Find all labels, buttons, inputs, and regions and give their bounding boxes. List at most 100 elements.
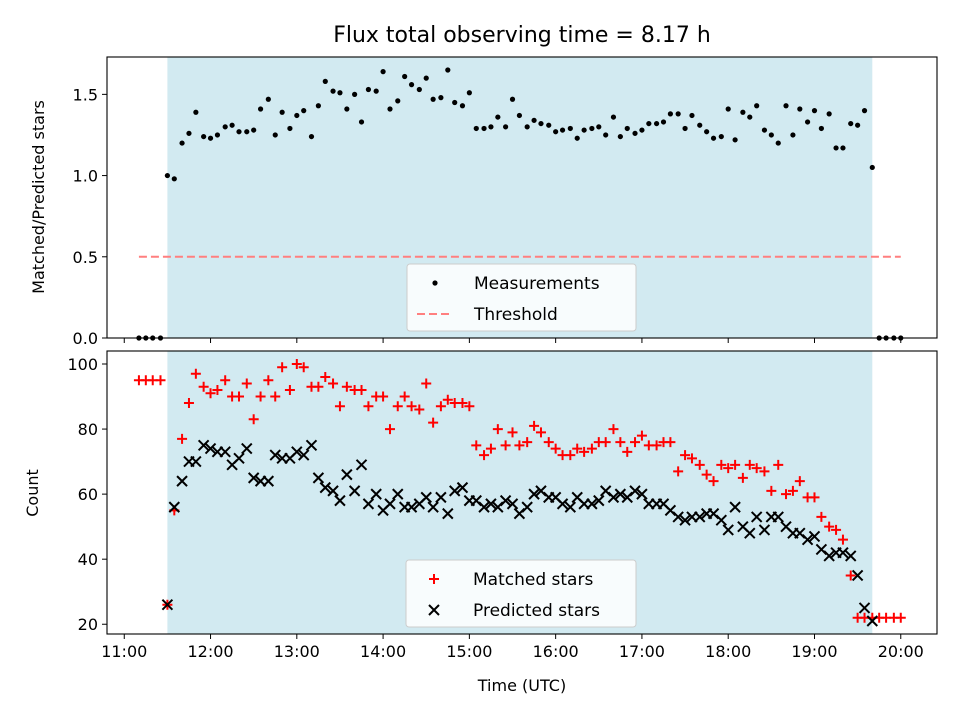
measurement-point <box>603 132 609 138</box>
measurement-point <box>373 88 379 94</box>
y-tick-label: 1.5 <box>73 85 98 104</box>
measurement-point <box>466 90 472 96</box>
matched-stars-point <box>183 398 194 409</box>
predicted-stars-point <box>442 507 454 520</box>
predicted-stars-point <box>362 498 375 510</box>
legend-swatch <box>428 604 440 616</box>
legend-label: Matched stars <box>473 570 593 590</box>
predicted-stars-point <box>341 468 353 481</box>
matched-stars-point <box>787 485 798 496</box>
matched-stars-point <box>414 404 425 415</box>
measurement-point <box>581 127 587 133</box>
matched-stars-point <box>622 446 633 457</box>
measurement-point <box>689 112 695 119</box>
predicted-stars-point <box>556 498 569 510</box>
matched-stars-point <box>816 511 827 522</box>
predicted-stars-point <box>291 446 303 458</box>
y-tick-label: 1.0 <box>73 167 98 186</box>
measurement-point <box>445 67 451 73</box>
matched-stars-point <box>723 463 734 474</box>
predicted-stars-point <box>197 439 210 452</box>
measurement-point <box>272 132 278 138</box>
measurement-point <box>279 109 285 115</box>
x-tick-label: 20:00 <box>878 642 924 661</box>
matched-stars-point <box>744 459 755 470</box>
chart-title: Flux total observing time = 8.17 h <box>333 23 711 48</box>
y-tick-label: 40 <box>78 550 98 569</box>
top-axes-frame <box>106 56 938 339</box>
matched-stars-point <box>277 362 288 373</box>
predicted-stars-point <box>694 511 706 523</box>
measurement-point <box>567 125 573 132</box>
matched-stars-point <box>479 450 490 461</box>
bottom-y-axis-label: Count <box>23 469 42 517</box>
matched-stars-point <box>471 440 482 451</box>
bottom-axes: 20 40 60 80 100 11:00 12:00 13:00 14:00 15:00 16:0… <box>23 350 938 695</box>
predicted-stars-point <box>823 550 835 562</box>
predicted-stars-point <box>420 491 432 504</box>
measurement-point <box>732 137 738 143</box>
predicted-stars-point <box>247 472 260 484</box>
matched-stars-point <box>500 440 511 451</box>
measurement-point <box>682 125 688 132</box>
predicted-stars-point <box>808 530 821 543</box>
predicted-stars-point <box>334 494 346 507</box>
predicted-stars-point <box>679 514 691 526</box>
predicted-stars-point <box>327 485 339 497</box>
measurement-point <box>740 109 746 115</box>
bottom-axes-frame <box>106 350 938 635</box>
measurement-point <box>818 125 824 132</box>
measurement-point <box>697 122 703 128</box>
top-legend: Measurements Threshold <box>406 263 637 332</box>
measurement-point <box>416 86 422 93</box>
x-tick-label: 11:00 <box>101 642 147 661</box>
matched-stars-point <box>442 394 453 405</box>
measurement-point <box>387 106 393 112</box>
predicted-stars-point <box>312 472 325 484</box>
predicted-stars-point <box>845 550 857 562</box>
y-tick-label: 0.5 <box>73 248 98 267</box>
matched-stars-point <box>399 391 410 402</box>
matched-stars-point <box>356 385 367 396</box>
predicted-stars-point <box>672 511 684 523</box>
predicted-stars-point <box>744 527 756 539</box>
matched-stars-point <box>565 450 576 461</box>
matched-stars-point <box>328 378 339 389</box>
matched-stars-point <box>421 378 432 389</box>
measurement-point <box>811 108 818 114</box>
predicted-stars-point <box>392 488 404 500</box>
measurement-point <box>294 112 300 119</box>
measurement-point <box>624 125 630 132</box>
matched-stars-point <box>241 378 252 389</box>
measurement-point <box>330 88 336 94</box>
measurement-point <box>488 124 494 130</box>
measurement-point <box>423 75 429 81</box>
measurement-point <box>459 103 466 109</box>
measurement-point <box>265 96 271 102</box>
y-tick-label: 80 <box>78 420 98 439</box>
matched-stars-point <box>457 398 468 409</box>
measurement-point <box>207 135 214 141</box>
measurement-point <box>804 119 811 125</box>
matched-stars-point <box>694 459 705 470</box>
measurement-point <box>452 99 458 106</box>
predicted-stars-point <box>233 452 245 465</box>
measurement-point <box>244 129 250 135</box>
predicted-stars-point <box>851 569 864 582</box>
measurement-point <box>639 127 645 133</box>
matched-stars-point <box>363 401 374 412</box>
matched-stars-point <box>794 476 805 487</box>
predicted-stars-point <box>348 485 361 497</box>
measurement-point <box>761 127 768 133</box>
matched-stars-point <box>291 359 302 370</box>
measurement-point <box>214 132 221 138</box>
matched-stars-point <box>177 433 188 444</box>
measurement-point <box>344 106 350 112</box>
matched-stars-point <box>673 466 684 477</box>
matched-stars-point <box>507 427 518 438</box>
matched-stars-point <box>751 463 762 474</box>
predicted-stars-point <box>355 459 368 471</box>
matched-stars-point <box>572 443 583 454</box>
matched-stars-point <box>234 391 245 402</box>
matched-stars-point <box>255 391 266 402</box>
